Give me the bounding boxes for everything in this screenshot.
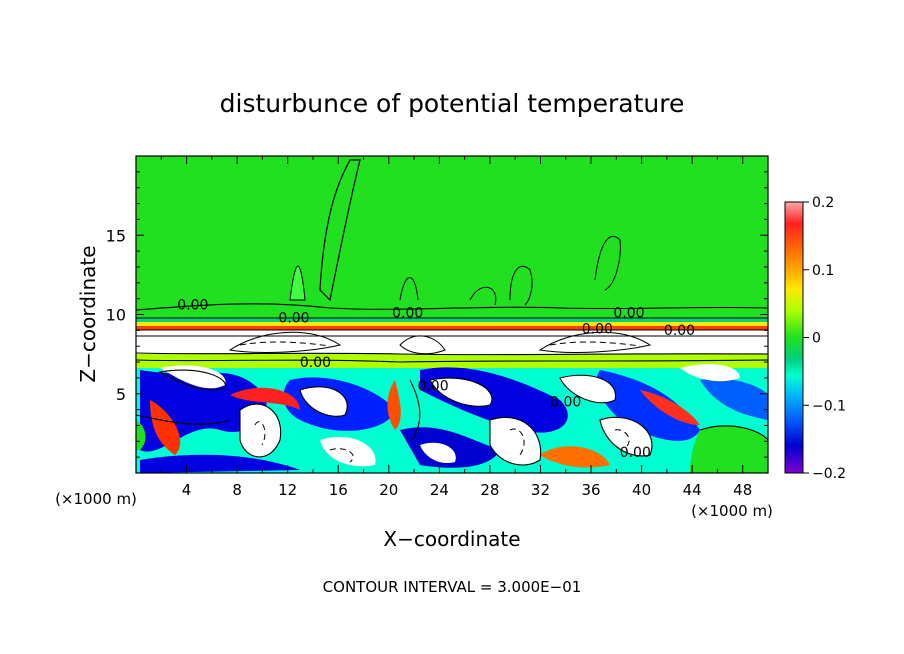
x-tick-label: 16 bbox=[329, 481, 348, 499]
contour-label: 0.00 bbox=[417, 379, 448, 395]
contour-label: 0.00 bbox=[392, 306, 423, 322]
x-tick-label: 40 bbox=[632, 481, 651, 499]
colorbar-tick-label: −0.1 bbox=[812, 398, 846, 414]
y-tick-label: 15 bbox=[106, 226, 126, 245]
y-axis-ticks: 5 10 15 bbox=[106, 171, 768, 458]
contour-label: 0.00 bbox=[278, 310, 309, 326]
x-axis-ticks: 4 8 12 16 20 24 28 32 36 40 44 48 bbox=[160, 156, 752, 499]
x-axis-unit-right: (×1000 m) bbox=[691, 502, 773, 520]
chart-title: disturbunce of potential temperature bbox=[220, 89, 685, 118]
x-tick-label: 32 bbox=[531, 481, 550, 499]
colorbar-tick-label: 0 bbox=[812, 331, 821, 347]
x-axis-unit-left: (×1000 m) bbox=[55, 490, 137, 508]
colorbar-tick-label: −0.2 bbox=[812, 466, 846, 482]
y-tick-label: 5 bbox=[116, 385, 126, 404]
contour-label: 0.00 bbox=[177, 298, 208, 314]
contour-label: 0.00 bbox=[613, 306, 644, 322]
x-tick-label: 4 bbox=[182, 481, 192, 499]
contour-label: 0.00 bbox=[582, 322, 613, 338]
x-tick-label: 12 bbox=[278, 481, 297, 499]
x-tick-label: 20 bbox=[379, 481, 398, 499]
colorbar-tick-label: 0.1 bbox=[812, 263, 834, 279]
x-axis-label: X−coordinate bbox=[383, 527, 520, 551]
y-axis-label: Z−coordinate bbox=[76, 245, 100, 382]
x-tick-label: 48 bbox=[733, 481, 752, 499]
contour-label: 0.00 bbox=[620, 445, 651, 461]
contour-label: 0.00 bbox=[550, 394, 581, 410]
plot-area bbox=[136, 156, 768, 473]
x-tick-label: 44 bbox=[683, 481, 702, 499]
x-tick-label: 8 bbox=[232, 481, 242, 499]
contour-interval: CONTOUR INTERVAL = 3.000E−01 bbox=[323, 578, 582, 596]
contour-lines bbox=[136, 303, 768, 466]
contour-label: 0.00 bbox=[664, 323, 695, 339]
y-tick-label: 10 bbox=[106, 306, 126, 325]
contour-lines-dashed bbox=[239, 341, 641, 463]
colorbar-tick-label: 0.2 bbox=[812, 195, 834, 211]
colorbar bbox=[784, 201, 804, 474]
contour-labels: 0.000.00 0.000.000.000.000.000.000.000.00 bbox=[177, 298, 695, 461]
heatmap-field bbox=[136, 159, 768, 473]
x-tick-label: 24 bbox=[430, 481, 449, 499]
x-tick-label: 36 bbox=[581, 481, 600, 499]
colorbar-ticks: 0.2 0.1 0 −0.1 −0.2 bbox=[803, 195, 846, 482]
contour-label: 0.00 bbox=[300, 355, 331, 371]
x-tick-label: 28 bbox=[480, 481, 499, 499]
